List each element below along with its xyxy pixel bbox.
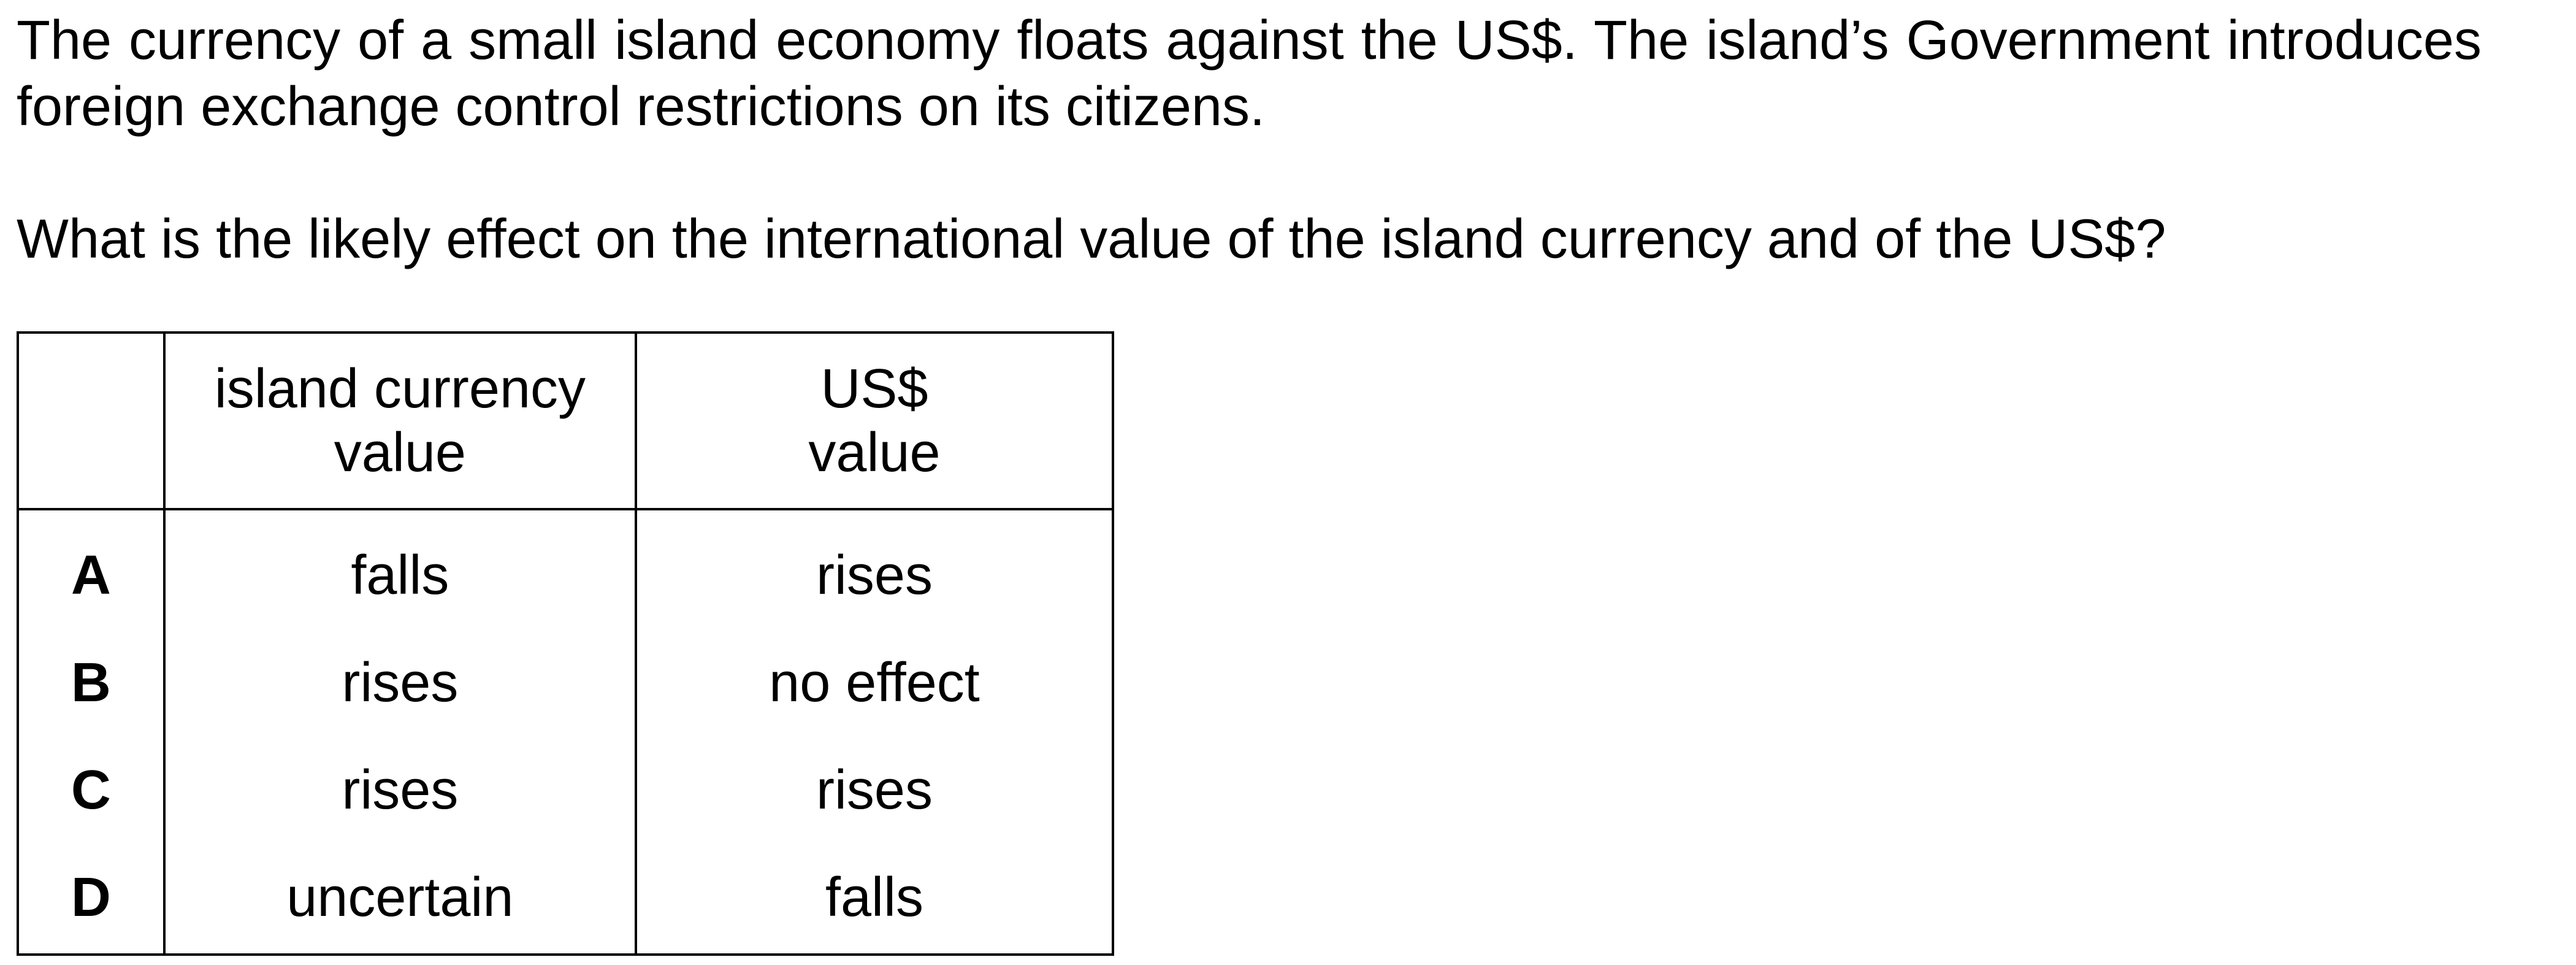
usd-cell: no effect xyxy=(769,652,980,713)
header-usd-line1: US$ xyxy=(820,358,928,420)
header-usd-line2: value xyxy=(808,422,941,483)
island-currency-cell: falls xyxy=(164,509,637,629)
question-prompt: What is the likely effect on the interna… xyxy=(17,209,2166,270)
table-row-option-b: B rises no effect xyxy=(18,629,1113,736)
header-island-line2: value xyxy=(334,422,466,483)
header-island-line1: island currency xyxy=(214,358,586,420)
usd-cell: rises xyxy=(816,759,933,821)
header-usd-value: US$ value xyxy=(635,333,1113,510)
answer-options-table: island currency value US$ value A falls … xyxy=(17,331,1114,956)
header-island-currency-value: island currency value xyxy=(164,333,637,510)
option-letter: B xyxy=(18,629,166,736)
island-currency-cell: rises xyxy=(164,629,637,736)
option-letter: D xyxy=(18,844,166,955)
option-letter: A xyxy=(18,509,166,629)
question-page: The currency of a small island economy f… xyxy=(17,7,2482,956)
question-stem: The currency of a small island economy f… xyxy=(17,10,2482,137)
option-letter: C xyxy=(18,736,166,844)
header-option-letter xyxy=(18,333,166,510)
table-row-option-a: A falls rises xyxy=(18,509,1113,629)
usd-cell: rises xyxy=(816,544,933,606)
island-currency-cell: uncertain xyxy=(164,844,637,955)
usd-cell: falls xyxy=(825,866,923,928)
table-row-option-d: D uncertain falls xyxy=(18,844,1113,955)
island-currency-cell: rises xyxy=(164,736,637,844)
table-row-option-c: C rises rises xyxy=(18,736,1113,844)
table-header-row: island currency value US$ value xyxy=(18,333,1113,510)
